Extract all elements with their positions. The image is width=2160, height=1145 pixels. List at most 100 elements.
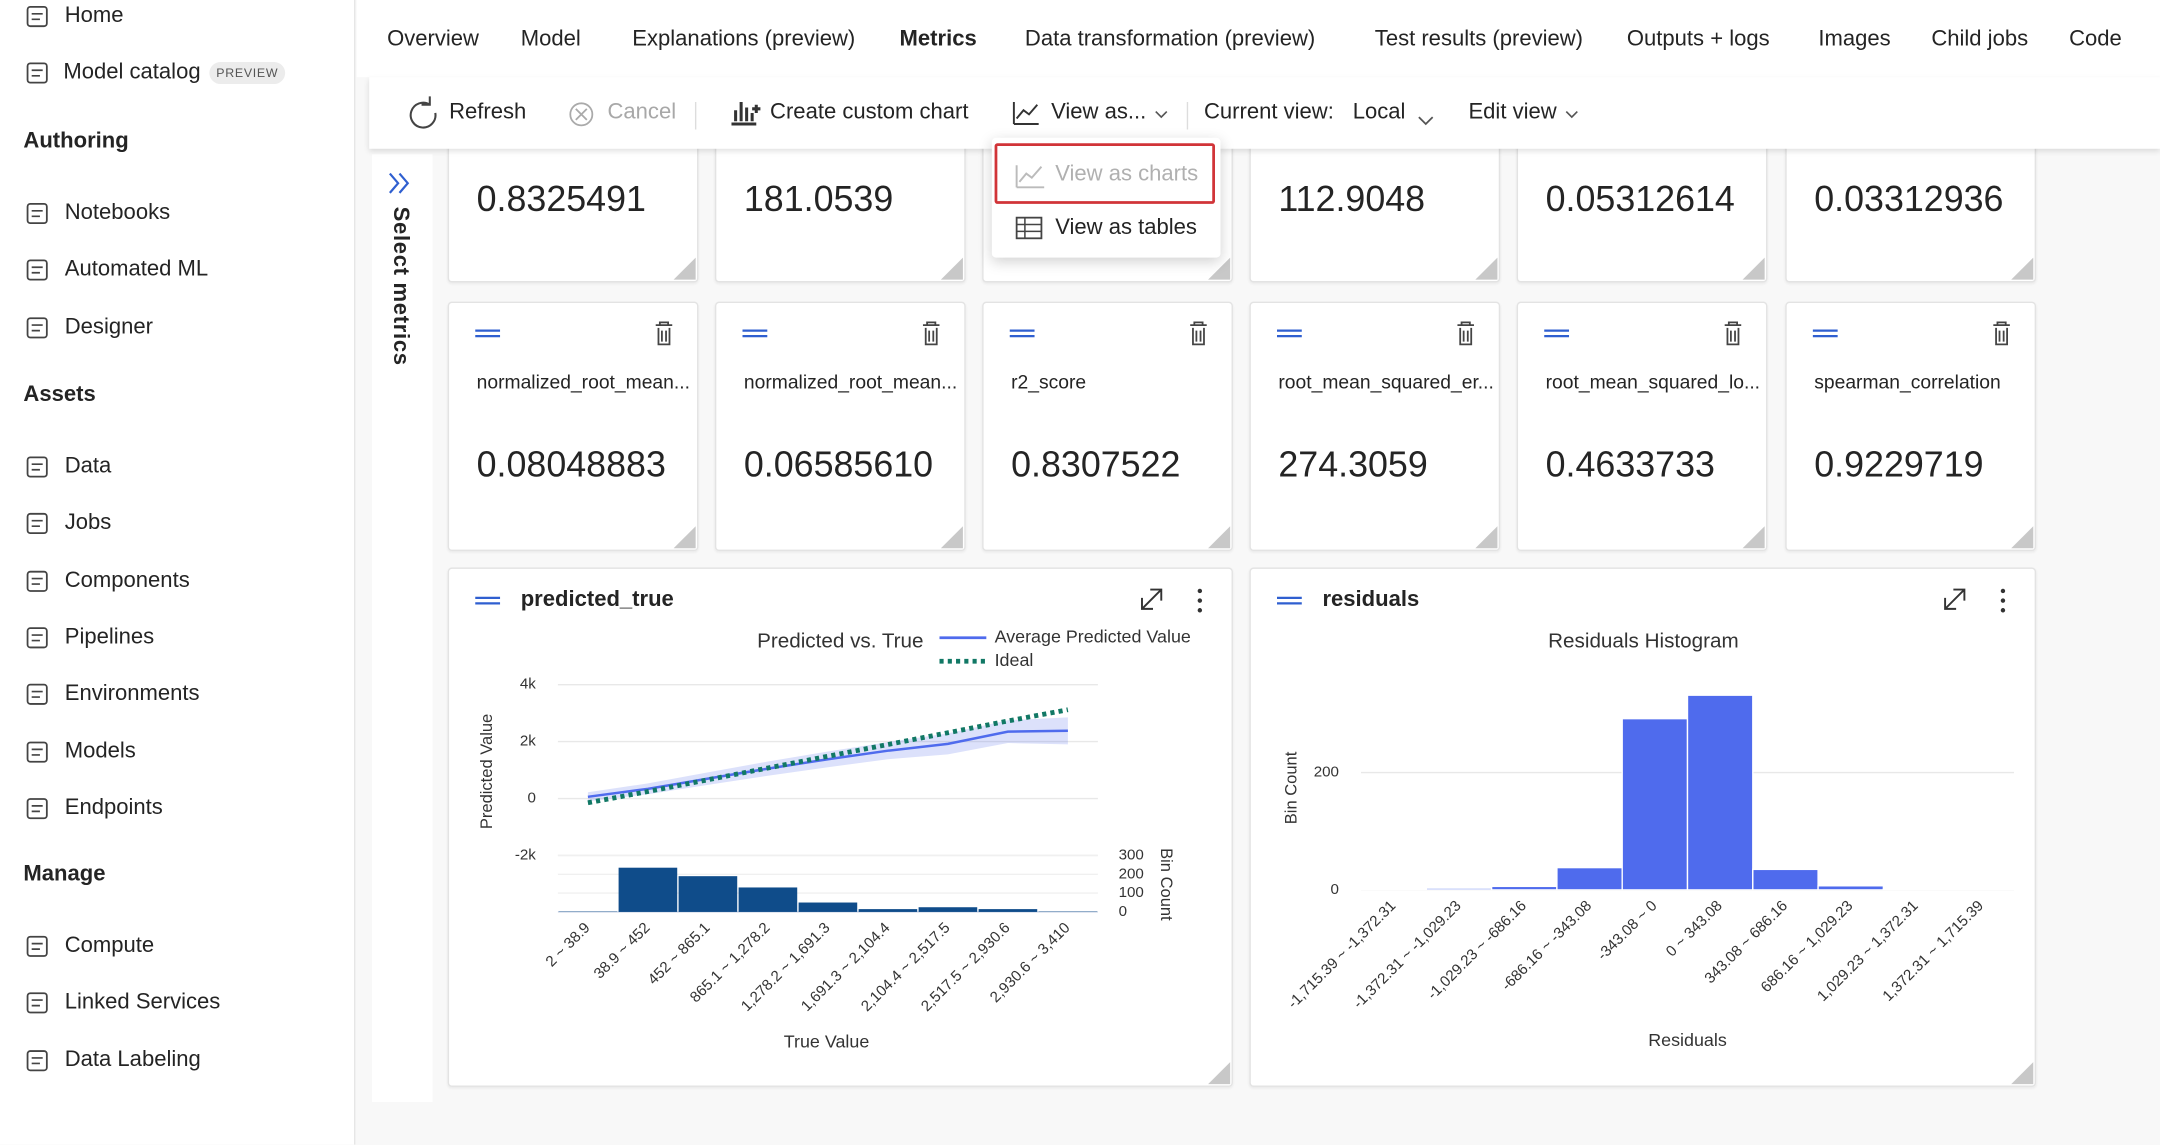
view-as-charts[interactable]: View as charts xyxy=(1055,162,1199,186)
metric-value: 0.8307522 xyxy=(1011,443,1181,485)
metric-value: 0.4633733 xyxy=(1545,443,1715,485)
metric-card xyxy=(714,301,966,552)
tab[interactable]: Metrics xyxy=(899,27,977,51)
chart-card-title: predicted_true xyxy=(520,588,674,612)
card-icons[interactable] xyxy=(1007,320,1227,348)
nav-item[interactable]: Linked Services xyxy=(64,990,221,1015)
preview-badge: PREVIEW xyxy=(209,61,286,85)
resize-grip xyxy=(940,526,963,549)
tab[interactable]: Child jobs xyxy=(1931,27,2029,51)
card-icons[interactable] xyxy=(1810,320,2030,348)
card-icons[interactable] xyxy=(1274,320,1494,348)
resize-grip xyxy=(2011,1062,2034,1085)
expand-icon[interactable] xyxy=(1141,588,1163,610)
metric-value: 112.9048 xyxy=(1278,177,1426,220)
metric-card xyxy=(447,132,699,283)
custom-chart-button[interactable]: Create custom chart xyxy=(770,100,969,124)
nav-icon xyxy=(26,684,48,706)
chevron xyxy=(1565,110,1578,119)
nav-icon xyxy=(26,1049,48,1071)
metric-value: 0.9229719 xyxy=(1814,443,1984,485)
resize-grip xyxy=(1208,1062,1231,1085)
resize-grip xyxy=(1475,257,1498,280)
card-icons[interactable] xyxy=(740,320,960,348)
nav-icon xyxy=(26,570,48,592)
tab[interactable]: Code xyxy=(2069,27,2122,51)
tab[interactable]: Explanations (preview) xyxy=(632,27,856,51)
metric-name: normalized_root_mean... xyxy=(476,370,690,393)
resize-grip xyxy=(1208,526,1231,549)
select-metrics-panel[interactable]: Select metrics xyxy=(371,154,433,1103)
card-icons[interactable] xyxy=(1541,320,1761,348)
metric-name: root_mean_squared_er... xyxy=(1278,370,1494,393)
tab[interactable]: Test results (preview) xyxy=(1374,27,1584,51)
chart-icon xyxy=(731,101,761,126)
view-as-tables[interactable]: View as tables xyxy=(1055,216,1197,240)
metric-value: 181.0539 xyxy=(743,177,894,220)
toolbar-icons xyxy=(409,96,1578,130)
resize-grip xyxy=(940,257,963,280)
chart-card-title: residuals xyxy=(1322,588,1420,612)
nav-icon xyxy=(26,456,48,478)
tab[interactable]: Outputs + logs xyxy=(1626,27,1770,51)
nav-section-title: Authoring xyxy=(23,129,129,153)
nav-icon xyxy=(26,202,48,225)
select-metrics-label: Select metrics xyxy=(388,206,412,366)
edit-view-button[interactable]: Edit view xyxy=(1468,100,1557,124)
current-view-dropdown[interactable]: Local xyxy=(1352,100,1406,124)
menu-icons xyxy=(1015,165,1045,240)
nav-item[interactable]: Home xyxy=(64,4,124,28)
nav-icon xyxy=(26,62,48,84)
tab[interactable]: Images xyxy=(1818,27,1891,51)
nav-item[interactable]: Notebooks xyxy=(64,201,171,225)
metric-name: normalized_root_mean... xyxy=(743,370,958,393)
chart-card-header xyxy=(1276,588,2006,613)
card-icons[interactable] xyxy=(472,320,692,348)
metric-name: r2_score xyxy=(1011,370,1087,393)
metric-name: spearman_correlation xyxy=(1814,370,2001,393)
metric-card xyxy=(982,301,1233,552)
metric-card xyxy=(1516,132,1768,283)
resize-grip xyxy=(1742,257,1765,280)
nav-item[interactable]: Data xyxy=(64,454,112,479)
toolbar: Refresh Cancel Create custom chart View … xyxy=(369,77,2160,149)
sidebar xyxy=(0,0,356,1145)
cancel-button[interactable]: Cancel xyxy=(607,100,677,124)
nav-icon xyxy=(26,5,48,28)
nav-item[interactable]: Environments xyxy=(64,682,200,706)
resize-grip xyxy=(2011,257,2034,280)
metric-value: 0.06585610 xyxy=(743,443,934,485)
tab[interactable]: Model xyxy=(520,27,581,51)
metric-value: 274.3059 xyxy=(1278,443,1428,485)
refresh-button[interactable]: Refresh xyxy=(449,100,527,124)
nav-item[interactable]: Compute xyxy=(64,933,155,958)
chevron xyxy=(1418,116,1434,126)
metric-card xyxy=(1516,301,1768,552)
metric-card xyxy=(1249,301,1501,552)
nav-item[interactable]: Model catalog xyxy=(63,60,201,85)
metric-card xyxy=(447,301,699,552)
chart-card xyxy=(1249,567,2037,1087)
nav-item[interactable]: Data Labeling xyxy=(64,1047,201,1072)
nav-item[interactable]: Automated ML xyxy=(64,258,209,282)
nav-item[interactable]: Jobs xyxy=(64,511,112,535)
metric-card xyxy=(1249,132,1501,283)
metric-value: 0.8325491 xyxy=(476,177,646,220)
nav-item[interactable]: Pipelines xyxy=(64,625,155,649)
line-icon xyxy=(1012,101,1039,125)
resize-grip xyxy=(673,526,696,549)
nav-item[interactable]: Components xyxy=(64,568,190,592)
nav-item[interactable]: Endpoints xyxy=(64,795,163,820)
metric-card xyxy=(1785,132,2037,283)
nav-icon xyxy=(26,513,48,535)
nav-item[interactable]: Models xyxy=(64,739,136,763)
nav-icon xyxy=(26,797,48,819)
tab[interactable]: Overview xyxy=(387,27,479,51)
expand-icon[interactable] xyxy=(1944,588,1966,610)
view-as-button[interactable]: View as... xyxy=(1051,100,1147,124)
expand-chevrons xyxy=(389,172,410,194)
nav-item[interactable]: Designer xyxy=(64,314,153,339)
tab[interactable]: Data transformation (preview) xyxy=(1024,27,1316,51)
chart-card-header xyxy=(475,588,1203,613)
